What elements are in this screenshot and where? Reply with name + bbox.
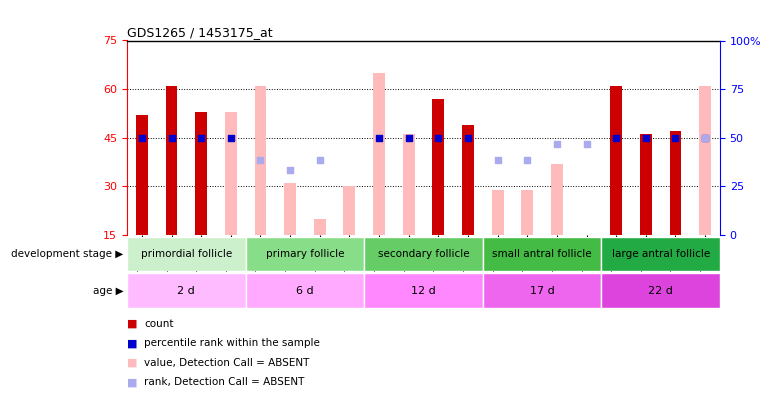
Bar: [670, 131, 681, 235]
Bar: [611, 86, 622, 235]
Point: [313, 157, 326, 164]
Bar: [403, 134, 414, 235]
Bar: [127, 237, 246, 271]
Bar: [462, 125, 474, 235]
Text: rank, Detection Call = ABSENT: rank, Detection Call = ABSENT: [144, 377, 304, 387]
Bar: [483, 273, 601, 308]
Bar: [314, 219, 326, 235]
Bar: [225, 112, 236, 235]
Point: [699, 134, 711, 141]
Point: [166, 134, 178, 141]
Bar: [136, 115, 148, 235]
Bar: [601, 273, 720, 308]
Bar: [196, 112, 207, 235]
Bar: [246, 237, 364, 271]
Point: [581, 141, 593, 147]
Bar: [166, 86, 177, 235]
Bar: [364, 273, 483, 308]
Bar: [640, 134, 651, 235]
Point: [284, 167, 296, 173]
Bar: [483, 237, 601, 271]
Text: ■: ■: [127, 339, 138, 348]
Text: age ▶: age ▶: [92, 286, 123, 296]
Text: GDS1265 / 1453175_at: GDS1265 / 1453175_at: [127, 26, 273, 39]
Point: [640, 134, 652, 141]
Text: 22 d: 22 d: [648, 286, 673, 296]
Bar: [601, 237, 720, 271]
Text: count: count: [144, 319, 173, 329]
Point: [699, 134, 711, 141]
Text: primary follicle: primary follicle: [266, 249, 344, 259]
Text: 6 d: 6 d: [296, 286, 313, 296]
Point: [551, 141, 563, 147]
Text: ■: ■: [127, 319, 138, 329]
Bar: [255, 86, 266, 235]
Point: [432, 134, 444, 141]
Bar: [343, 186, 355, 235]
Text: development stage ▶: development stage ▶: [11, 249, 123, 259]
Point: [669, 134, 681, 141]
Bar: [521, 190, 533, 235]
Bar: [433, 99, 444, 235]
Text: ■: ■: [127, 377, 138, 387]
Point: [462, 134, 474, 141]
Text: percentile rank within the sample: percentile rank within the sample: [144, 339, 320, 348]
Point: [195, 134, 207, 141]
Bar: [492, 190, 504, 235]
Point: [403, 134, 415, 141]
Text: ■: ■: [127, 358, 138, 368]
Text: large antral follicle: large antral follicle: [611, 249, 710, 259]
Point: [254, 157, 266, 164]
Text: 2 d: 2 d: [177, 286, 196, 296]
Bar: [246, 273, 364, 308]
Point: [491, 157, 504, 164]
Bar: [127, 273, 246, 308]
Point: [373, 134, 385, 141]
Point: [225, 134, 237, 141]
Point: [521, 157, 534, 164]
Bar: [364, 237, 483, 271]
Bar: [284, 183, 296, 235]
Bar: [551, 164, 563, 235]
Text: small antral follicle: small antral follicle: [492, 249, 592, 259]
Text: secondary follicle: secondary follicle: [378, 249, 469, 259]
Text: 17 d: 17 d: [530, 286, 554, 296]
Text: value, Detection Call = ABSENT: value, Detection Call = ABSENT: [144, 358, 310, 368]
Bar: [373, 134, 385, 235]
Bar: [699, 86, 711, 235]
Text: 12 d: 12 d: [411, 286, 436, 296]
Bar: [373, 73, 385, 235]
Point: [610, 134, 622, 141]
Text: primordial follicle: primordial follicle: [141, 249, 232, 259]
Point: [136, 134, 148, 141]
